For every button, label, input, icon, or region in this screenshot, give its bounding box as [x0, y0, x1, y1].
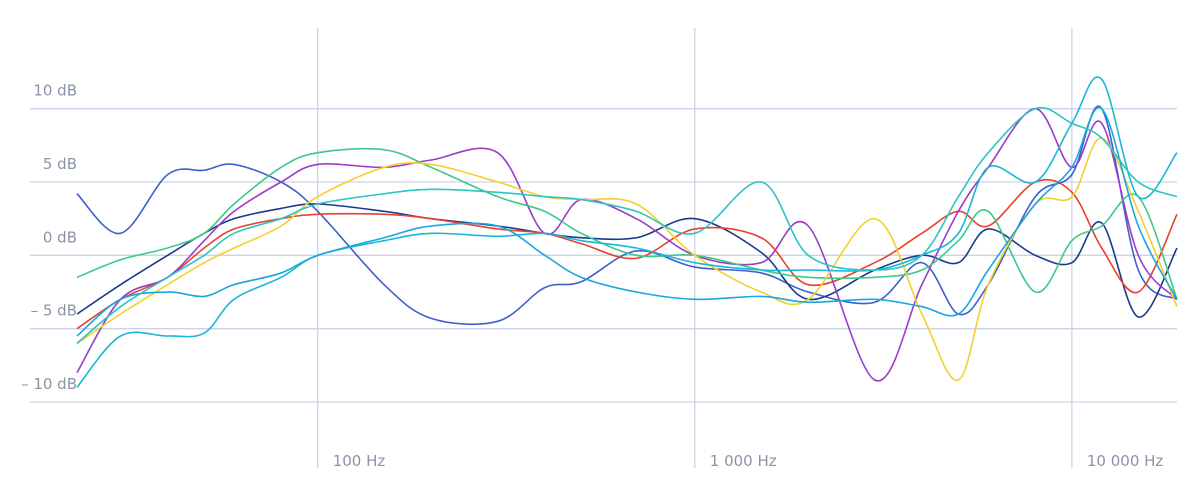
y-tick-label: 5 dB	[43, 155, 77, 173]
y-tick-label: 10 dB	[33, 82, 77, 100]
response-curve	[76, 76, 1178, 388]
y-tick-label: – 5 dB	[31, 302, 77, 320]
y-tick-label: 0 dB	[43, 228, 77, 246]
response-curve	[76, 147, 1178, 300]
x-tick-label: 100 Hz	[333, 452, 386, 470]
x-tick-label: 10 000 Hz	[1087, 452, 1164, 470]
response-curve	[76, 137, 1178, 381]
y-tick-label: – 10 dB	[21, 375, 77, 393]
response-curve	[76, 106, 1178, 344]
response-curve	[76, 105, 1178, 326]
response-curve	[76, 106, 1178, 337]
x-tick-label: 1 000 Hz	[710, 452, 777, 470]
response-curve	[76, 107, 1178, 382]
response-curve	[76, 203, 1178, 318]
